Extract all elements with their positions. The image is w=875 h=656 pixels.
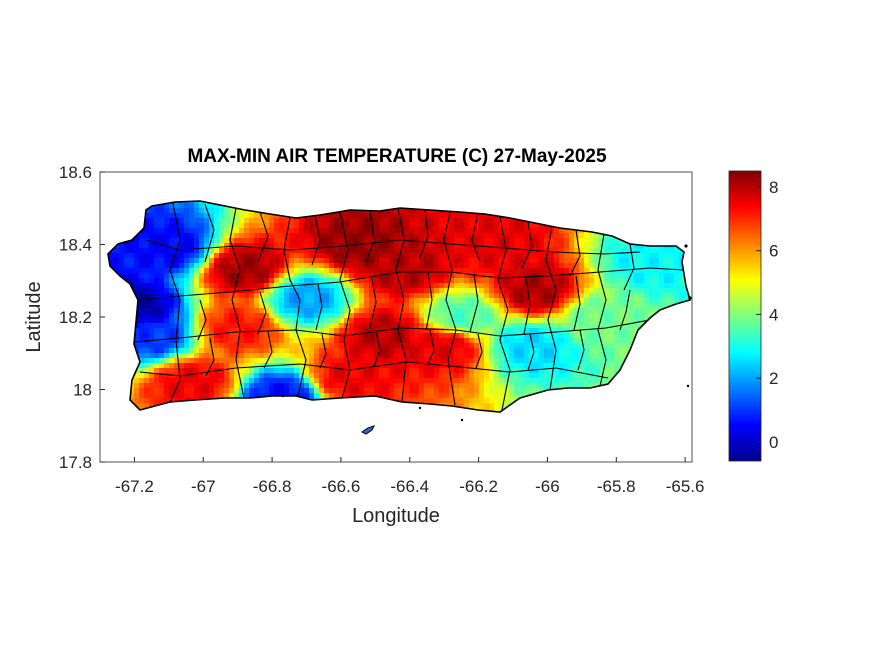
x-tick-label: -67 (191, 477, 216, 496)
x-tick-label: -66.4 (390, 477, 429, 496)
y-axis-ticks: 17.8 18 18.2 18.4 18.6 (59, 163, 105, 472)
y-tick-label: 17.8 (59, 453, 92, 472)
colorbar-tick-label: 8 (769, 178, 778, 197)
x-tick-label: -66.6 (322, 477, 361, 496)
y-axis-label: Latitude (23, 281, 45, 352)
islet-s-1 (281, 394, 285, 398)
x-tick-label: -65.6 (666, 477, 705, 496)
islet-s-2 (418, 406, 422, 410)
colorbar-ticks: 0 2 4 6 8 (756, 178, 778, 452)
colorbar-tick-label: 4 (769, 305, 778, 324)
x-tick-label: -66.2 (459, 477, 498, 496)
caja-de-muertos-islet (361, 425, 375, 435)
x-tick-label: -66 (535, 477, 560, 496)
y-tick-label: 18 (73, 381, 92, 400)
y-tick-label: 18.6 (59, 163, 92, 182)
y-tick-label: 18.2 (59, 308, 92, 327)
municipality-boundaries (133, 202, 685, 411)
colorbar: 0 2 4 6 8 (728, 170, 778, 462)
x-tick-label: -66.8 (253, 477, 292, 496)
x-axis-label: Longitude (352, 505, 440, 527)
islet-ne-1 (684, 244, 688, 248)
x-tick-label: -65.8 (597, 477, 636, 496)
colorbar-tick-label: 6 (769, 242, 778, 261)
colorbar-gradient (728, 170, 762, 462)
islet-e-2 (686, 384, 690, 388)
x-axis-ticks: -67.2 -67 -66.8 -66.6 -66.4 -66.2 -66 -65.8 -65.… (115, 457, 704, 496)
offshore-islets (281, 244, 692, 435)
x-tick-label: -67.2 (115, 477, 154, 496)
colorbar-tick-label: 0 (769, 433, 778, 452)
y-tick-label: 18.4 (59, 236, 92, 255)
colorbar-tick-label: 2 (769, 369, 778, 388)
map-title: MAX-MIN AIR TEMPERATURE (C) 27-May-2025 (187, 146, 607, 167)
islet-e-1 (688, 296, 692, 300)
islet-s-3 (460, 418, 464, 422)
